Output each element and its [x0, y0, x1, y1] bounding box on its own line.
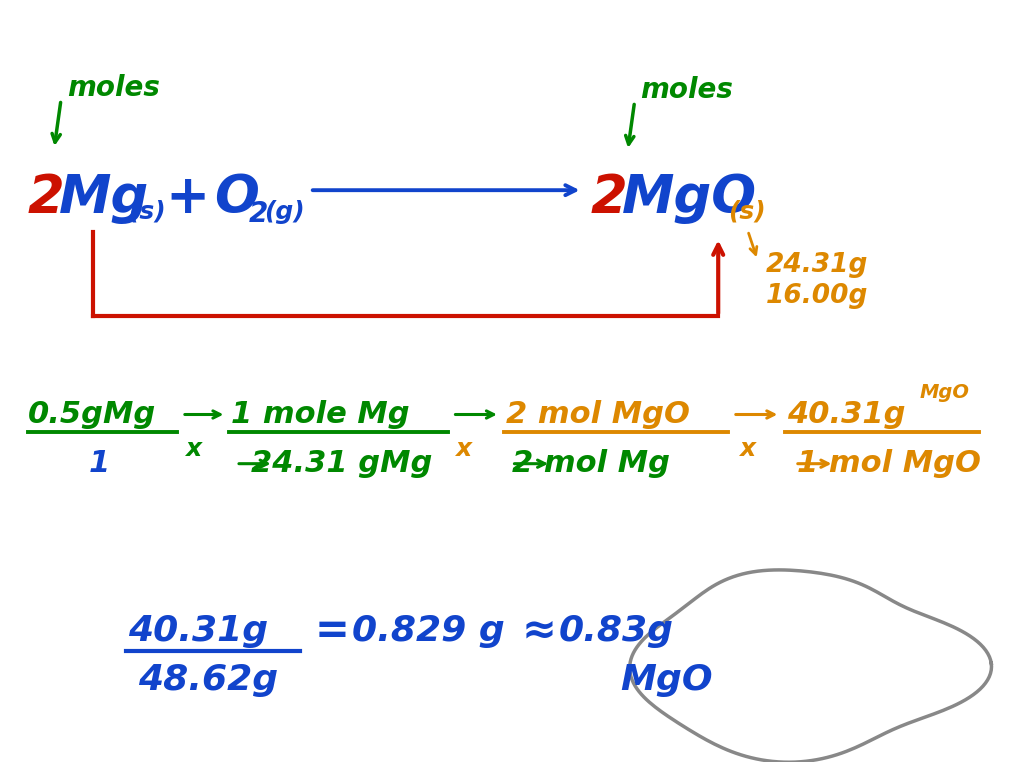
Text: ≈: ≈: [521, 610, 556, 652]
Text: 2 mol MgO: 2 mol MgO: [506, 400, 689, 429]
Text: 40.31g: 40.31g: [128, 614, 268, 648]
Text: MgO: MgO: [622, 172, 757, 224]
Text: 24.31g: 24.31g: [765, 252, 867, 278]
Text: (s): (s): [128, 200, 166, 223]
Text: =: =: [314, 610, 350, 652]
Text: 16.00g: 16.00g: [765, 283, 867, 310]
Text: 2 mol Mg: 2 mol Mg: [512, 449, 670, 478]
Text: 1 mol MgO: 1 mol MgO: [797, 449, 981, 478]
Text: 1 mole Mg: 1 mole Mg: [231, 400, 410, 429]
Text: x: x: [185, 437, 201, 461]
Text: Mg: Mg: [59, 172, 150, 224]
Text: 0.83g: 0.83g: [559, 614, 674, 648]
Text: MgO: MgO: [920, 383, 970, 402]
Text: MgO: MgO: [620, 663, 713, 697]
Text: 1: 1: [88, 449, 110, 478]
Text: (s): (s): [728, 200, 766, 223]
Text: 0.829 g: 0.829 g: [352, 614, 505, 648]
Text: 2: 2: [249, 200, 268, 228]
Text: 2: 2: [28, 172, 65, 224]
Text: moles: moles: [67, 74, 160, 102]
Text: 2: 2: [590, 172, 627, 224]
Text: moles: moles: [640, 76, 733, 104]
Text: x: x: [739, 437, 755, 461]
Text: (g): (g): [263, 200, 304, 223]
Text: O: O: [214, 172, 259, 224]
Text: 24.31 gMg: 24.31 gMg: [251, 449, 432, 478]
Text: 0.5gMg: 0.5gMg: [28, 400, 156, 429]
Text: 40.31g: 40.31g: [787, 400, 905, 429]
Text: 48.62g: 48.62g: [138, 663, 278, 697]
Text: x: x: [456, 437, 472, 461]
Text: +: +: [165, 172, 210, 224]
